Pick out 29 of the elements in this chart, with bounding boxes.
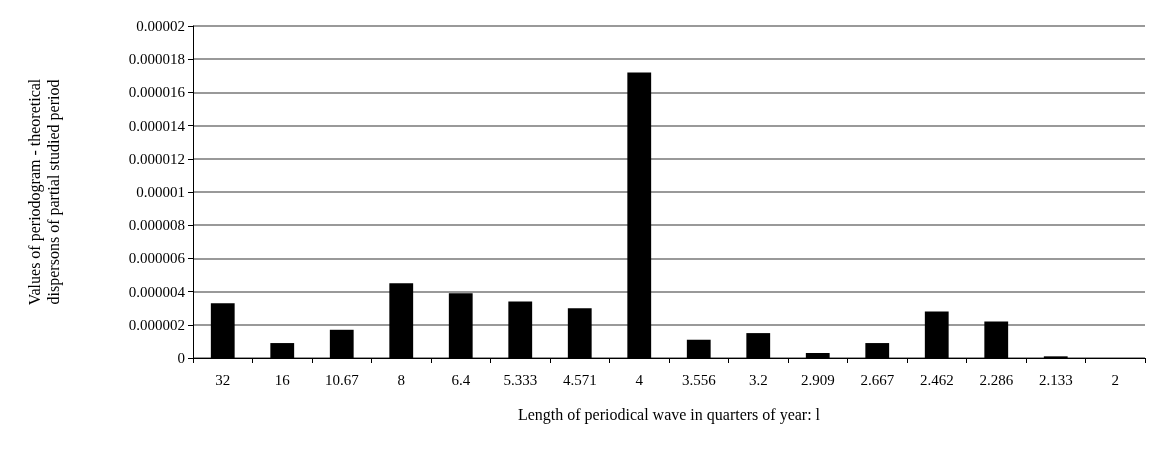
y-tick-label: 0.000012 — [128, 150, 185, 167]
x-tick-label: 6.4 — [451, 371, 471, 388]
x-tick-label: 2.462 — [919, 371, 954, 388]
y-tick-label: 0.000002 — [128, 316, 185, 333]
y-tick-label: 0.000014 — [128, 117, 186, 134]
x-tick-label: 2 — [1111, 371, 1119, 388]
x-tick-label: 32 — [215, 371, 231, 388]
x-tick-label: 10.67 — [324, 371, 360, 388]
y-tick-label: 0.000016 — [128, 84, 186, 101]
y-tick-label: 0 — [177, 350, 185, 366]
x-tick-label: 2.909 — [800, 371, 835, 388]
y-tick-label: 0.000006 — [128, 250, 186, 267]
x-tick-label: 2.667 — [860, 371, 895, 388]
y-tick-label: 0.000004 — [128, 283, 186, 300]
x-tick-label: 3.556 — [681, 371, 717, 388]
y-tick-label: 0.00002 — [136, 18, 185, 34]
y-tick-label: 0.00001 — [136, 184, 185, 200]
x-tick-label: 4.571 — [562, 371, 597, 388]
x-tick-label: 16 — [274, 371, 291, 388]
x-tick-label: 5.333 — [503, 371, 538, 388]
y-tick-label: 0.000018 — [128, 51, 185, 68]
y-tick-label: 0.000008 — [128, 217, 185, 234]
x-tick-label: 2.133 — [1038, 371, 1073, 388]
y-axis-title: Values of periodogram - theoretical dispersons of partial studied period — [26, 78, 63, 306]
x-tick-label: 8 — [397, 371, 405, 388]
x-tick-label: 3.2 — [748, 371, 768, 388]
x-axis-title: Length of periodical wave in quarters of year: l — [517, 405, 821, 424]
x-tick-label: 4 — [635, 371, 644, 388]
x-tick-label: 2.286 — [979, 371, 1014, 388]
